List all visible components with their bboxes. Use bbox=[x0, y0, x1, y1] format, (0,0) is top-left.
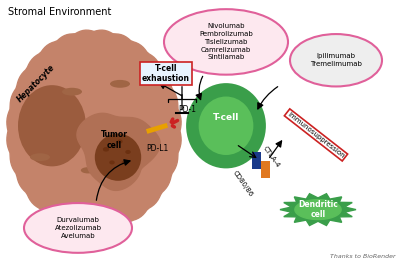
Circle shape bbox=[104, 148, 108, 151]
Text: Ipilimumab
Tremelimumab: Ipilimumab Tremelimumab bbox=[310, 53, 362, 67]
Text: Dendritic
cell: Dendritic cell bbox=[298, 200, 338, 219]
Ellipse shape bbox=[81, 167, 95, 173]
Ellipse shape bbox=[30, 153, 50, 161]
Text: Stromal Environment: Stromal Environment bbox=[8, 7, 111, 17]
Polygon shape bbox=[295, 200, 341, 220]
Circle shape bbox=[122, 161, 126, 163]
Text: Durvalumab
Atezolizumab
Avelumab: Durvalumab Atezolizumab Avelumab bbox=[54, 217, 102, 239]
Text: Hepatocyte: Hepatocyte bbox=[16, 63, 56, 105]
Ellipse shape bbox=[24, 203, 132, 253]
Text: Nivolumab
Pembrolizumab
Tislelizumab
Camrelizumab
Sintilamab: Nivolumab Pembrolizumab Tislelizumab Cam… bbox=[199, 23, 253, 61]
Ellipse shape bbox=[199, 96, 253, 155]
Circle shape bbox=[110, 161, 114, 164]
Ellipse shape bbox=[18, 85, 86, 166]
Text: Thanks to BioRender: Thanks to BioRender bbox=[330, 254, 396, 259]
Ellipse shape bbox=[186, 83, 266, 168]
Text: PD-L1: PD-L1 bbox=[146, 144, 168, 153]
Circle shape bbox=[118, 140, 122, 143]
Bar bbox=[252, 152, 261, 169]
Text: Immunosuppression: Immunosuppression bbox=[286, 111, 346, 159]
Text: T-cell
exhaustion: T-cell exhaustion bbox=[142, 64, 190, 83]
Ellipse shape bbox=[164, 9, 288, 75]
Circle shape bbox=[126, 151, 130, 153]
Ellipse shape bbox=[290, 34, 382, 86]
Ellipse shape bbox=[62, 88, 82, 96]
Text: PD-1: PD-1 bbox=[178, 105, 196, 114]
Ellipse shape bbox=[110, 80, 130, 88]
Text: T-cell: T-cell bbox=[213, 113, 239, 122]
Text: Tumor
cell: Tumor cell bbox=[100, 130, 128, 150]
Text: CD80/86: CD80/86 bbox=[232, 169, 254, 198]
Polygon shape bbox=[7, 30, 181, 232]
Polygon shape bbox=[280, 194, 356, 226]
Polygon shape bbox=[77, 113, 160, 190]
Text: CTLA-4: CTLA-4 bbox=[262, 145, 281, 169]
Ellipse shape bbox=[95, 134, 141, 181]
Bar bbox=[261, 161, 270, 178]
